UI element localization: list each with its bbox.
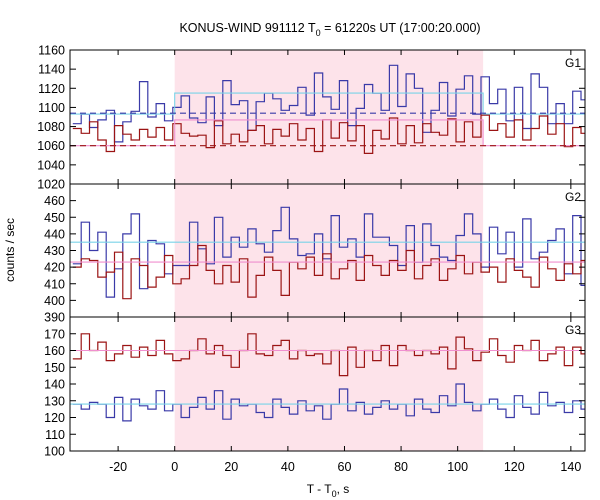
y-tick-label: 1120: [38, 82, 65, 96]
x-tick-label: 0: [171, 460, 178, 474]
panel-label: G2: [565, 190, 581, 204]
y-tick-label: 1100: [38, 101, 65, 115]
y-tick-label: 1080: [37, 120, 65, 134]
burst-interval-shading: [174, 184, 484, 317]
panel-g1: 1020 1040 1060 1080 1100 1120 1140 1160 G1: [37, 44, 586, 192]
x-tick-label: 60: [338, 460, 352, 474]
x-tick-label: 100: [447, 460, 468, 474]
panel-g3: 100 110 120 130 140 150 160 170 G3 -20 0 20 40 60 80 10…: [44, 316, 586, 474]
y-tick-label: 390: [44, 311, 65, 325]
x-tick-label: 40: [281, 460, 295, 474]
x-tick-label: -20: [109, 460, 127, 474]
panel-label: G3: [565, 323, 581, 337]
y-tick-label: 440: [44, 227, 65, 241]
y-tick-label: 140: [44, 378, 65, 392]
cyan-background-level: [70, 92, 585, 115]
burst-interval-shading: [174, 317, 484, 451]
y-tick-label: 420: [44, 261, 65, 275]
y-tick-label: 410: [44, 277, 65, 291]
red-count-rate-series: [72, 333, 585, 377]
y-tick-label: 400: [44, 294, 65, 308]
red-count-rate-series: [72, 244, 585, 300]
x-tick-label: 80: [394, 460, 408, 474]
blue-count-rate-series: [72, 206, 585, 298]
y-axis-label: counts / sec: [3, 218, 17, 282]
plot-area: [70, 333, 585, 422]
y-tick-label: 110: [45, 428, 65, 442]
x-tick-label: 20: [224, 460, 238, 474]
red-count-rate-series: [72, 114, 585, 154]
panels-group: 10201040106010801100112011401160G1390400…: [37, 44, 586, 474]
y-tick-label: 120: [44, 411, 65, 425]
y-tick-label: 100: [44, 445, 65, 459]
y-tick-label: 150: [44, 361, 65, 375]
y-tick-label: 170: [44, 327, 65, 341]
y-tick-label: 460: [44, 194, 65, 208]
plot-area: [70, 206, 585, 300]
y-tick-label: 1160: [38, 44, 65, 58]
y-tick-label: 430: [44, 244, 65, 258]
y-tick-label: 1060: [37, 139, 65, 153]
x-tick-label: 140: [560, 460, 581, 474]
blue-count-rate-series: [72, 383, 585, 422]
y-tick-label: 160: [44, 344, 65, 358]
panel-label: G1: [565, 56, 581, 70]
x-tick-label: 120: [504, 460, 525, 474]
y-tick-label: 1140: [38, 63, 65, 77]
y-tick-label: 1040: [37, 158, 65, 172]
panel-g2: 390 400 410 420 430 440 450 460 G2: [44, 183, 586, 325]
x-axis-label: T - T0, s: [307, 482, 350, 499]
y-tick-label: 1020: [37, 178, 65, 192]
y-tick-label: 450: [44, 211, 65, 225]
burst-interval-shading: [174, 50, 484, 184]
y-tick-label: 130: [44, 394, 65, 408]
chart-title: KONUS-WIND 991112 T0 = 61220s UT (17:00:…: [179, 21, 480, 38]
plot-area: [70, 64, 585, 154]
